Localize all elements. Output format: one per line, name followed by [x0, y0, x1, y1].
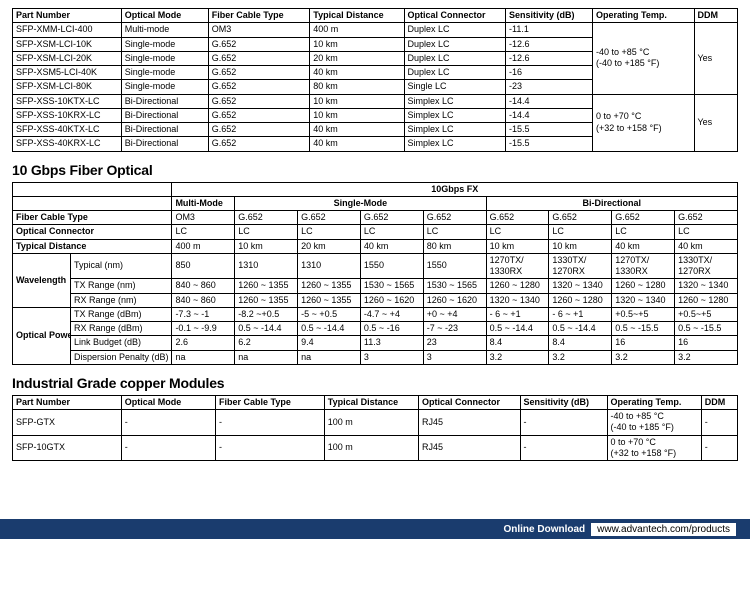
power-rx-row: RX Range (dBm) -0.1 ~ -9.90.5 ~ -14.40.5… [13, 322, 738, 336]
sfp-modules-table: Part Number Optical Mode Fiber Cable Typ… [12, 8, 738, 152]
fiber-optical-specs-table: 10Gbps FX Multi-Mode Single-Mode Bi-Dire… [12, 182, 738, 365]
temp-cell: 0 to +70 °C (+32 to +158 °F) [593, 94, 695, 151]
ddm-cell: Yes [694, 94, 738, 151]
mode-header-row: Multi-Mode Single-Mode Bi-Directional [13, 196, 738, 210]
col-fiber-cable: Fiber Cable Type [208, 9, 310, 23]
wavelength-rx-row: RX Range (nm) 840 ~ 8601260 ~ 13551260 ~… [13, 293, 738, 307]
table-row: SFP-10GTX - - 100 m RJ45 - 0 to +70 °C (… [13, 435, 738, 461]
fiber-row: Fiber Cable Type OM3G.652G.652G.652G.652… [13, 211, 738, 225]
col-part-number: Part Number [13, 9, 122, 23]
power-label: Optical Power [13, 307, 71, 364]
distance-row: Typical Distance 400 m10 km20 km40 km80 … [13, 239, 738, 253]
ddm-cell: Yes [694, 23, 738, 94]
table-header-row: Part Number Optical Mode Fiber Cable Typ… [13, 395, 738, 409]
wavelength-typical-row: Wavelength Typical (nm) 8501310131015501… [13, 253, 738, 279]
download-banner: Online Download www.advantech.com/produc… [0, 519, 750, 539]
table-row: SFP-GTX - - 100 m RJ45 - -40 to +85 °C (… [13, 410, 738, 436]
col-optical-mode: Optical Mode [121, 9, 208, 23]
super-header-row: 10Gbps FX [13, 182, 738, 196]
power-budget-row: Link Budget (dB) 2.66.29.411.3238.48.416… [13, 336, 738, 350]
temp-cell: -40 to +85 °C (-40 to +185 °F) [593, 23, 695, 94]
copper-modules-table: Part Number Optical Mode Fiber Cable Typ… [12, 395, 738, 461]
super-header: 10Gbps FX [172, 182, 738, 196]
power-dispersion-row: Dispersion Penalty (dB) nanana333.23.23.… [13, 350, 738, 364]
banner-url: www.advantech.com/products [591, 523, 736, 536]
section-title-10gbps: 10 Gbps Fiber Optical [12, 162, 738, 178]
col-distance: Typical Distance [310, 9, 404, 23]
col-sensitivity: Sensitivity (dB) [506, 9, 593, 23]
banner-label: Online Download [503, 524, 585, 535]
table-header-row: Part Number Optical Mode Fiber Cable Typ… [13, 9, 738, 23]
connector-row: Optical Connector LCLCLCLCLCLCLCLCLC [13, 225, 738, 239]
col-temp: Operating Temp. [593, 9, 695, 23]
wavelength-label: Wavelength [13, 253, 71, 307]
table-row: SFP-XMM-LCI-400 Multi-mode OM3 400 m Dup… [13, 23, 738, 37]
col-connector: Optical Connector [404, 9, 506, 23]
col-ddm: DDM [694, 9, 738, 23]
power-tx-row: Optical Power TX Range (dBm) -7.3 ~ -1-8… [13, 307, 738, 321]
wavelength-tx-row: TX Range (nm) 840 ~ 8601260 ~ 13551260 ~… [13, 279, 738, 293]
section-title-copper: Industrial Grade copper Modules [12, 375, 738, 391]
table-row: SFP-XSS-10KTX-LCBi-DirectionalG.65210 km… [13, 94, 738, 108]
